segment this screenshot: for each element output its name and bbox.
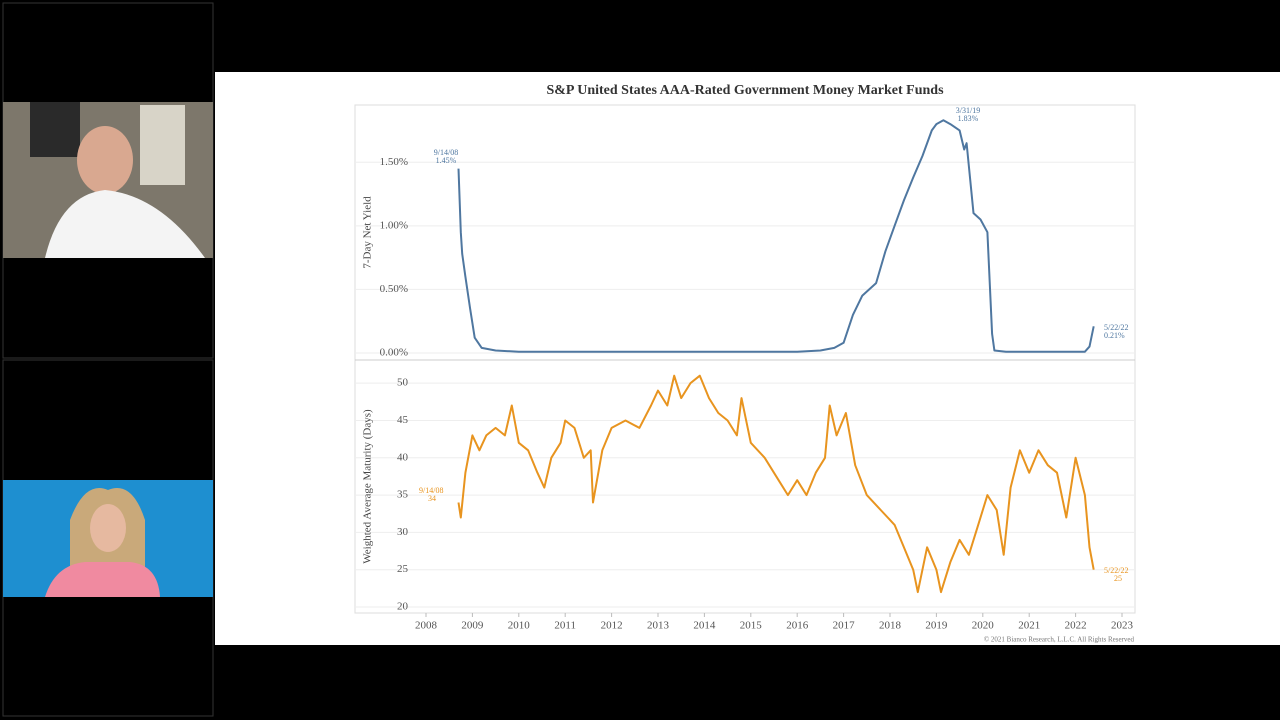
x-tick-label: 2014 <box>693 620 716 632</box>
sweater <box>45 562 160 597</box>
annotation: 34 <box>428 494 436 503</box>
chart-title: S&P United States AAA-Rated Government M… <box>546 83 944 98</box>
x-tick-label: 2018 <box>879 620 902 632</box>
x-tick-label: 2020 <box>972 620 995 632</box>
x-tick-label: 2010 <box>508 620 531 632</box>
door <box>140 105 185 185</box>
y-tick-label: 1.50% <box>380 156 408 168</box>
y-tick-label: 0.00% <box>380 347 408 359</box>
y-tick-label: 0.50% <box>380 283 408 295</box>
x-tick-label: 2015 <box>740 620 763 632</box>
y-tick-label: 35 <box>397 489 409 501</box>
face <box>77 126 133 194</box>
x-tick-label: 2016 <box>786 620 809 632</box>
x-tick-label: 2023 <box>1111 620 1134 632</box>
annotation: 0.21% <box>1104 331 1125 340</box>
x-tick-label: 2012 <box>601 620 623 632</box>
shirt <box>45 190 205 258</box>
plots: 0.00% 0.50% 1.00% 1.50% 7-Day Net Yield 9/14/… <box>355 106 1135 644</box>
y-tick-label: 30 <box>397 526 409 538</box>
y-axis-label: 7-Day Net Yield <box>362 196 374 269</box>
annotation: 1.45% <box>436 156 457 165</box>
annotation: 1.83% <box>958 114 979 123</box>
series-line <box>457 119 1095 353</box>
picture-frame <box>30 102 80 157</box>
x-tick-label: 2019 <box>925 620 948 632</box>
annotation: 3/31/19 <box>956 106 980 115</box>
y-tick-label: 45 <box>397 414 409 426</box>
annotation: 25 <box>1114 574 1122 583</box>
annotation: 5/22/22 <box>1104 323 1128 332</box>
x-tick-label: 2021 <box>1018 620 1040 632</box>
annotation: 9/14/08 <box>419 486 443 495</box>
plot-frame <box>354 104 1136 614</box>
x-tick-label: 2013 <box>647 620 670 632</box>
y-tick-label: 40 <box>397 451 409 463</box>
face <box>90 504 126 552</box>
x-tick-label: 2011 <box>554 620 576 632</box>
shared-slide <box>215 72 1280 645</box>
x-tick-label: 2022 <box>1065 620 1087 632</box>
y-tick-label: 1.00% <box>380 219 408 231</box>
y-tick-label: 50 <box>397 377 409 389</box>
annotation: 5/22/22 <box>1104 566 1128 575</box>
y-tick-label: 20 <box>397 601 409 613</box>
series-line <box>457 374 1095 594</box>
footnote: © 2021 Bianco Research, L.L.C. All Right… <box>984 636 1135 644</box>
x-tick-label: 2009 <box>461 620 484 632</box>
x-tick-label: 2008 <box>415 620 438 632</box>
annotation: 9/14/08 <box>434 148 458 157</box>
y-axis-label: Weighted Average Maturity (Days) <box>362 409 374 564</box>
y-tick-label: 25 <box>397 563 409 575</box>
x-tick-label: 2017 <box>833 620 856 632</box>
